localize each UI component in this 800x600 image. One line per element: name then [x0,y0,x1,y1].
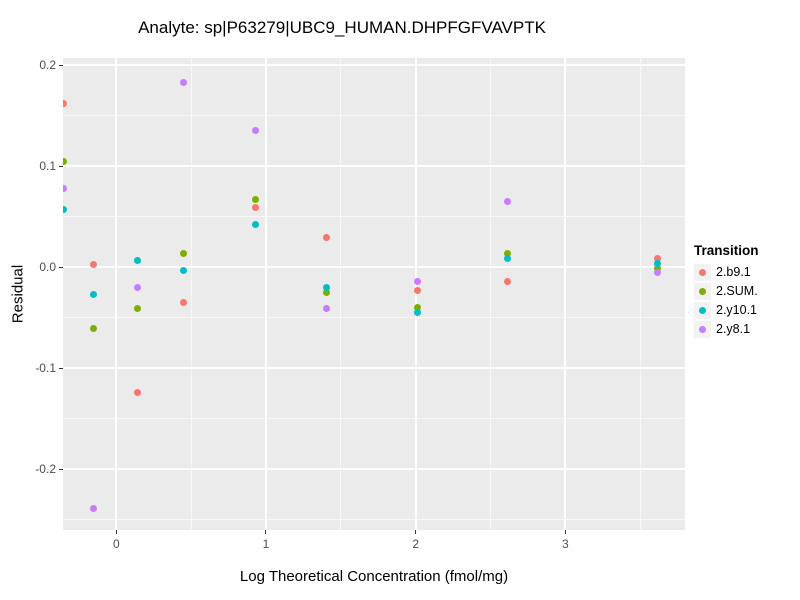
y-tick-label: -0.2 [35,462,56,477]
legend-swatch [699,325,706,333]
data-point [90,505,98,513]
legend-key [694,282,711,300]
y-tick-label: 0.2 [39,58,56,73]
gridline-major-h [63,64,685,67]
data-point [252,126,259,134]
data-point [323,233,331,241]
data-point [63,157,67,165]
y-axis-tick [59,64,63,66]
data-point [90,324,98,332]
data-point [134,305,142,313]
x-axis-tick [415,530,417,534]
y-tick-label: 0.0 [39,260,56,275]
data-point [180,249,188,257]
y-tick-label: 0.1 [39,159,56,174]
gridline-minor-h [63,519,685,521]
data-point [504,254,512,262]
data-point [323,305,331,313]
gridline-minor-h [63,418,685,420]
data-point [252,196,259,204]
data-point [180,299,188,307]
data-point [90,291,98,299]
legend-key [694,320,711,338]
gridline-major-v [115,58,118,530]
legend-items: 2.b9.1 2.SUM. 2.y10.1 2.y8.1 [694,263,759,338]
legend-swatch [699,268,706,276]
data-point [413,278,421,286]
x-axis-tick [115,530,117,534]
gridline-minor-h [63,115,685,117]
data-point [63,206,67,214]
data-point [323,284,331,292]
data-point [323,289,331,297]
legend-swatch [699,287,706,295]
gridline-major-v [564,58,567,530]
legend-item-label: 2.SUM. [716,284,758,298]
data-point [180,79,188,87]
x-tick-label: 0 [112,537,120,551]
data-point [654,259,662,267]
legend-title: Transition [694,243,759,258]
gridline-minor-v [639,58,641,530]
legend-item: 2.SUM. [694,282,759,300]
data-point [180,266,188,274]
x-axis-tick [265,530,267,534]
data-point [90,260,98,268]
data-point [252,220,259,228]
legend-item-label: 2.y10.1 [716,303,758,317]
data-point [504,198,512,206]
data-point [504,249,512,257]
gridline-minor-v [190,58,192,530]
x-tick-label: 1 [262,537,270,551]
data-point [413,304,421,312]
y-tick-label: -0.1 [35,361,56,376]
gridline-major-v [264,58,267,530]
data-point [63,100,67,108]
x-tick-label: 2 [412,537,420,551]
y-axis-tick [59,165,63,167]
gridline-minor-h [63,317,685,319]
legend-item: 2.y8.1 [694,320,759,338]
legend-item-label: 2.y8.1 [716,322,751,336]
y-axis-tick [59,266,63,268]
data-point [654,254,662,262]
data-point [134,389,142,397]
y-axis-tick [59,367,63,369]
x-axis-title: Log Theoretical Concentration (fmol/mg) [239,568,509,585]
data-point [134,284,142,292]
legend-item: 2.b9.1 [694,263,759,281]
data-point [63,185,67,193]
data-point [413,287,421,295]
legend-key [694,301,711,319]
data-point [654,268,662,276]
gridline-major-h [63,266,685,269]
gridline-major-h [63,165,685,168]
chart-title: Analyte: sp|P63279|UBC9_HUMAN.DHPFGFVAVP… [138,18,546,37]
gridline-major-v [414,58,417,530]
data-point [252,204,259,212]
gridline-major-h [63,367,685,370]
y-axis-tick [59,468,63,470]
legend-swatch [699,306,706,314]
plot-panel [63,58,685,530]
x-tick-label: 3 [562,537,569,551]
data-point [134,256,142,264]
gridline-minor-h [63,216,685,218]
x-axis-tick [564,530,566,534]
legend-item-label: 2.b9.1 [716,265,751,279]
data-point [504,278,512,286]
gridline-minor-v [490,58,492,530]
gridline-minor-v [340,58,342,530]
legend: Transition 2.b9.1 2.SUM. 2.y10.1 2.y8.1 [694,243,759,339]
gridline-major-h [63,468,685,471]
y-axis-title: Residual [9,264,27,324]
data-point [654,264,662,272]
data-point [413,309,421,317]
legend-key [694,263,711,281]
legend-item: 2.y10.1 [694,301,759,319]
